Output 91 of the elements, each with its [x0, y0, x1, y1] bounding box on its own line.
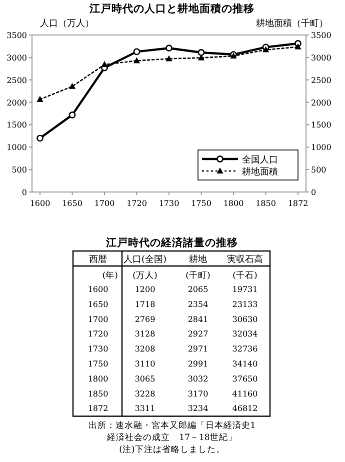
text: (千石) [232, 270, 258, 281]
point [198, 54, 205, 60]
text: 経済社会の成立 17－18世紀」 [106, 432, 237, 444]
data-label: 3128 [134, 330, 156, 339]
data-label: 3234 [188, 404, 208, 414]
y-tick-label: 1730 [88, 344, 108, 354]
point [36, 134, 44, 142]
x-tick-label: 1850 [256, 199, 276, 208]
y2-tick-label: 3500 [311, 31, 332, 40]
y2-tick-label: 2500 [311, 76, 332, 85]
point [166, 44, 172, 52]
y-axis-title: 人口（万人） [40, 18, 94, 29]
data-label: 23133 [232, 300, 258, 309]
x-tick-label: 1730 [158, 199, 180, 208]
point [68, 111, 76, 118]
data-label: 2354 [188, 300, 208, 309]
y-tick-label: 1872 [88, 404, 108, 414]
y-tick-label: 1800 [88, 374, 108, 384]
x-tick-label: 1720 [126, 199, 147, 208]
x-tick-label: 1700 [94, 199, 115, 208]
data-label: 30630 [232, 314, 258, 324]
x-tick-label: 耕地 [189, 254, 207, 265]
data-label: 1200 [134, 285, 156, 294]
y-tick-label: 2000 [6, 98, 27, 108]
y-tick-label: 1750 [88, 360, 108, 368]
chart-title: 江戸時代の経済諸量の推移 [105, 236, 238, 249]
data-label: 2927 [188, 330, 208, 339]
y-tick-label: 1720 [88, 330, 108, 339]
y2-tick-label: 1500 [311, 120, 332, 130]
y-tick-label: 2500 [6, 76, 27, 85]
x-tick-label: 1750 [191, 199, 212, 208]
y2-tick-label: 2000 [311, 98, 332, 108]
chart-title: 江戸時代の人口と耕地面積の推移 [88, 2, 254, 15]
point [198, 49, 205, 56]
point [133, 57, 140, 64]
legend-label: 耕地面積 [242, 166, 278, 178]
text: (万人) [132, 270, 158, 281]
data-label: 2065 [188, 285, 208, 294]
y2-tick-label: 500 [311, 166, 326, 175]
point [68, 82, 76, 89]
point [101, 61, 108, 68]
x-tick-label: 人口(全国) [123, 254, 167, 265]
y-axis-title: 西暦 [89, 254, 107, 265]
y2-tick-label: 3000 [311, 53, 332, 62]
data-label: 19731 [232, 285, 258, 294]
text: (年) [102, 270, 118, 281]
y-tick-label: 0 [22, 188, 27, 197]
data-label: 3311 [134, 404, 156, 414]
x-tick-label: 1872 [288, 199, 308, 208]
data-label: 3065 [134, 374, 156, 384]
y-tick-label: 1850 [88, 389, 108, 398]
data-label: 2971 [188, 344, 208, 354]
data-label: 2991 [188, 360, 208, 368]
data-label: 3228 [134, 389, 156, 398]
y-tick-label: 1700 [88, 314, 108, 324]
x-tick-label: 1800 [223, 199, 244, 208]
text: (注)下注は省略しました。 [119, 444, 225, 456]
data-label: 3208 [134, 344, 156, 354]
y2-tick-label: 0 [311, 188, 316, 197]
data-label: 1718 [134, 300, 156, 309]
data-label: 37650 [232, 374, 258, 384]
data-label: 32034 [232, 330, 258, 339]
text: (千町) [186, 270, 210, 281]
data-label: 3032 [188, 374, 208, 384]
y-tick-label: 1500 [6, 120, 27, 130]
point [36, 96, 44, 102]
data-label: 2769 [134, 314, 156, 324]
y2-tick-label: 1000 [311, 143, 332, 152]
x-tick-label: 1600 [30, 199, 50, 208]
y-tick-label: 500 [12, 166, 27, 175]
point [166, 55, 172, 62]
data-label: 2841 [188, 314, 208, 324]
y-tick-label: 1600 [88, 285, 108, 294]
x-tick-label: 1650 [62, 199, 82, 208]
y2-axis-title: 耕地面積（千町） [256, 18, 328, 29]
text: 出所：速水融・宮本又郎編「日本経済史1 [88, 420, 256, 432]
y-tick-label: 1000 [6, 143, 27, 152]
data-label: 46812 [232, 404, 258, 414]
y-tick-label: 1650 [88, 300, 108, 309]
point [133, 48, 140, 56]
data-label: 3110 [134, 360, 156, 368]
data-label: 32736 [232, 344, 258, 354]
y-tick-label: 3000 [6, 53, 27, 62]
data-label: 41160 [232, 389, 258, 398]
point [262, 46, 270, 52]
y-tick-label: 3500 [6, 31, 27, 40]
x-tick-label: 実収石高 [227, 254, 263, 265]
data-label: 34140 [232, 360, 258, 368]
legend-label: 全国人口 [242, 154, 278, 166]
point [294, 43, 302, 50]
data-label: 3170 [188, 389, 208, 398]
